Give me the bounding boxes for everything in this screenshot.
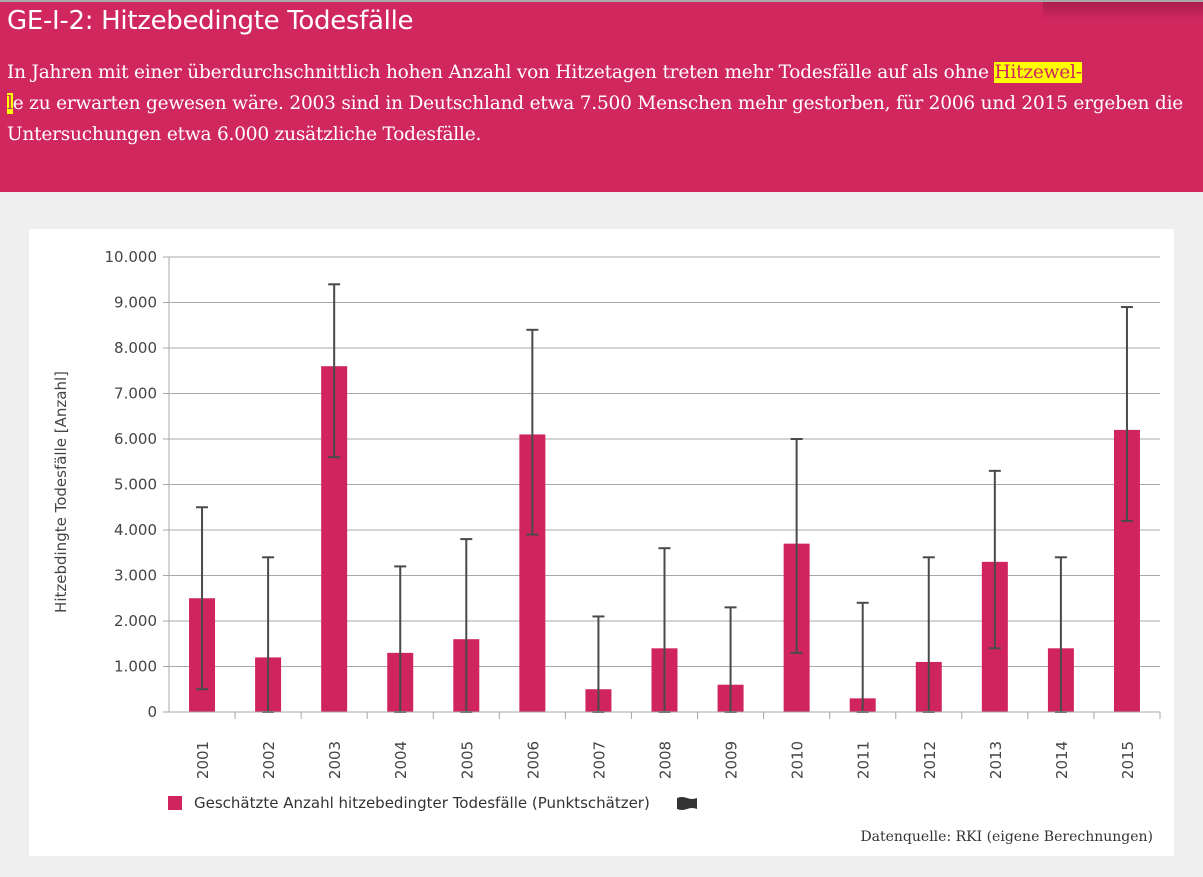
y-tick-label: 8.000	[114, 339, 157, 357]
y-tick-label: 4.000	[114, 521, 157, 539]
error-bar-2013	[988, 469, 1001, 650]
x-tick-label: 2015	[1119, 741, 1137, 779]
header-shadow	[1043, 2, 1203, 20]
y-axis-label: Hitzebdingte Todesfälle [Anzahl]	[52, 371, 70, 613]
x-tick-label: 2008	[657, 741, 675, 779]
search-highlight: Hitzewel-	[994, 62, 1082, 83]
error-bar-2015	[1120, 306, 1133, 522]
intro-text-part2: e zu erwarten gewesen wäre. 2003 sind in…	[7, 93, 1184, 145]
legend-swatch	[168, 796, 182, 810]
error-bar-2001	[196, 506, 209, 691]
intro-text-part1: In Jahren mit einer überdurchschnittlich…	[7, 62, 995, 83]
y-tick-label: 7.000	[114, 385, 157, 403]
search-highlight-continued: l	[7, 93, 13, 114]
x-tick-label: 2004	[392, 741, 410, 779]
error-bars	[196, 283, 1133, 713]
window-top-border	[0, 0, 1203, 2]
header-banner: GE-I-2: Hitzebedingte Todesfälle In Jahr…	[0, 2, 1203, 192]
error-bar-2003	[328, 283, 341, 459]
intro-text: In Jahren mit einer überdurchschnittlich…	[7, 57, 1197, 150]
error-bar-2011	[856, 601, 869, 713]
y-axis-ticks: 0 1.000 2.000 3.000 4.000 5.000 6.000 7.000 8.00…	[105, 248, 169, 721]
highlight-text: Hitzewel-	[994, 62, 1082, 83]
bar-chart: 0 1.000 2.000 3.000 4.000 5.000 6.000 7.000 8.00…	[52, 248, 1161, 779]
chart-legend: Geschätzte Anzahl hitzebedingter Todesfä…	[168, 794, 698, 812]
x-tick-label: 2005	[458, 741, 476, 779]
flag-icon[interactable]	[676, 796, 698, 810]
x-tick-label: 2006	[524, 741, 542, 779]
x-tick-label: 2007	[590, 741, 608, 779]
y-tick-label: 3.000	[114, 567, 157, 585]
x-tick-label: 2001	[194, 741, 212, 779]
x-tick-label: 2013	[987, 741, 1005, 779]
x-tick-label: 2010	[789, 741, 807, 779]
error-bar-2010	[790, 438, 803, 654]
page-title: GE-I-2: Hitzebedingte Todesfälle	[7, 6, 414, 36]
y-tick-label: 0	[147, 703, 157, 721]
data-source: Datenquelle: RKI (eigene Berechnungen)	[860, 829, 1153, 845]
y-tick-label: 10.000	[105, 248, 158, 266]
y-tick-label: 5.000	[114, 476, 157, 494]
x-axis: 2001 2002 2003 2004 2005 2006 2007 2008 2009 2010…	[168, 257, 1161, 779]
x-tick-label: 2012	[921, 741, 939, 779]
x-tick-label: 2002	[260, 741, 278, 779]
x-tick-label: 2009	[723, 741, 741, 779]
x-tick-label: 2014	[1053, 741, 1071, 779]
error-bar-2006	[526, 328, 539, 536]
legend-label: Geschätzte Anzahl hitzebedingter Todesfä…	[194, 794, 650, 812]
y-tick-label: 6.000	[114, 430, 157, 448]
x-tick-label: 2011	[855, 741, 873, 779]
x-tick-label: 2003	[326, 741, 344, 779]
y-tick-label: 2.000	[114, 612, 157, 630]
y-tick-label: 1.000	[114, 658, 157, 676]
y-tick-label: 9.000	[114, 294, 157, 312]
chart-card: 0 1.000 2.000 3.000 4.000 5.000 6.000 7.000 8.00…	[29, 229, 1174, 856]
